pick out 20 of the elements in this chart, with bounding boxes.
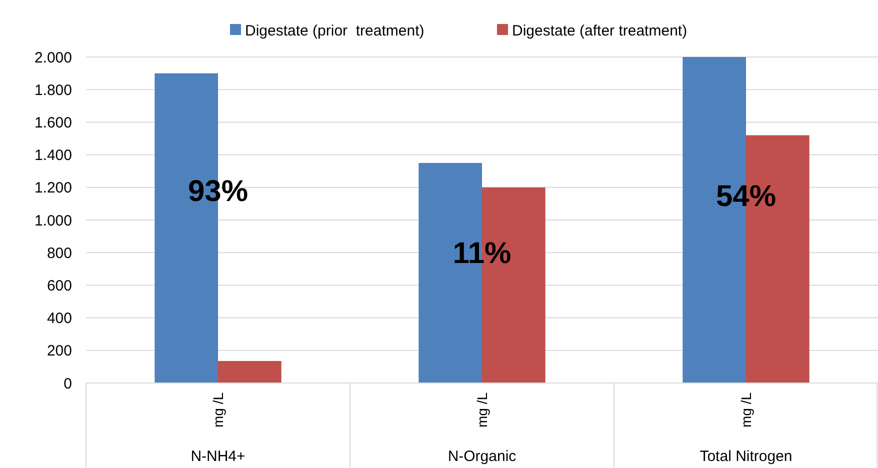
text: mg /L [738,392,754,428]
x-tick-label: N-Organic [448,448,517,465]
y-tick-label: 0 [64,375,72,392]
x-tick-label: Total Nitrogen [700,448,792,465]
y-tick-label: 2.000 [34,49,72,66]
y-tick-label: 400 [46,310,72,328]
x-tick-label: N-NH4+ [190,448,246,465]
y-tick-label: 800 [46,244,72,262]
y-tick-label: 1.000 [34,212,72,230]
y-tick-label: 1.600 [34,114,72,132]
bar [218,360,282,383]
y-tick-label: 1.400 [34,147,72,164]
legend-label: Digestate (after treatment) [512,22,688,40]
y-tick-label: 1.800 [34,82,72,99]
text: mg /L [474,392,490,428]
text: mg /L [210,392,226,428]
y-tick-label: 1.200 [34,180,72,197]
y-tick-label: 200 [46,342,72,360]
y-tick-label: 600 [46,277,72,294]
legend-label: Digestate (prior treatment) [245,22,424,40]
